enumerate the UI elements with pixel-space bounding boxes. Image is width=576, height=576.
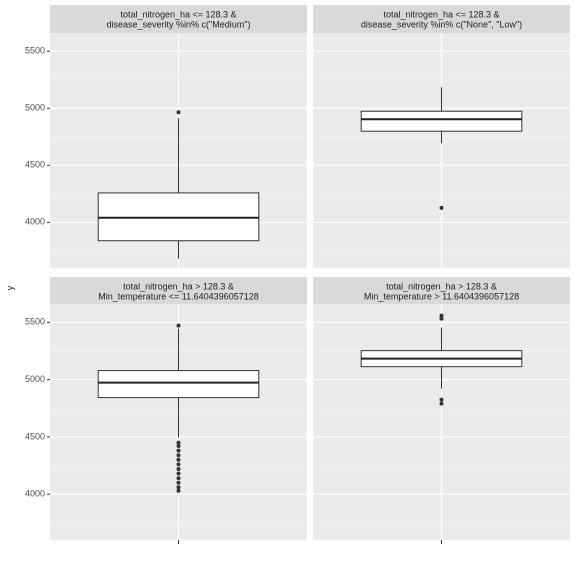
facet-title: disease_severity %in% c("None", "Low"): [361, 19, 522, 29]
outlier: [176, 462, 181, 467]
box: [97, 370, 260, 399]
facet-title: total_nitrogen_ha <= 128.3 &: [383, 9, 499, 19]
outlier: [176, 440, 181, 445]
outlier: [176, 448, 181, 453]
outlier: [176, 488, 181, 493]
outlier: [176, 471, 181, 476]
y-axis-label: y: [5, 285, 15, 290]
outlier: [176, 453, 181, 458]
y-tick-label: 5500: [25, 46, 45, 56]
outlier: [439, 313, 444, 318]
y-tick-label: 4000: [25, 489, 45, 499]
outlier: [176, 457, 181, 462]
y-tick-label: 4500: [25, 160, 45, 170]
facet-title: Min_temperature <= 11.6404396057128: [98, 291, 258, 301]
outlier: [176, 485, 181, 490]
facet-title: disease_severity %in% c("Medium"): [107, 19, 251, 29]
outlier: [439, 205, 444, 210]
outlier: [176, 323, 181, 328]
facet-title: total_nitrogen_ha <= 128.3 &: [120, 9, 236, 19]
y-tick-label: 4500: [25, 431, 45, 441]
outlier: [439, 397, 444, 402]
box: [360, 110, 523, 132]
facet-strip: [50, 277, 307, 304]
facet-title: total_nitrogen_ha > 128.3 &: [123, 281, 234, 291]
y-tick-label: 4000: [25, 217, 45, 227]
facet-title: total_nitrogen_ha > 128.3 &: [386, 281, 497, 291]
facet-strip: [313, 277, 570, 304]
y-tick-label: 5000: [25, 374, 45, 384]
outlier: [176, 480, 181, 485]
facet-strip: [50, 5, 307, 33]
outlier: [439, 401, 444, 406]
facet-strip: [313, 5, 570, 33]
outlier: [176, 110, 181, 115]
y-tick-label: 5500: [25, 317, 45, 327]
outlier: [439, 316, 444, 321]
facet-title: Min_temperature > 11.6404396057128: [364, 291, 519, 301]
outlier: [176, 466, 181, 471]
y-tick-label: 5000: [25, 103, 45, 113]
outlier: [176, 444, 181, 449]
outlier: [176, 476, 181, 481]
